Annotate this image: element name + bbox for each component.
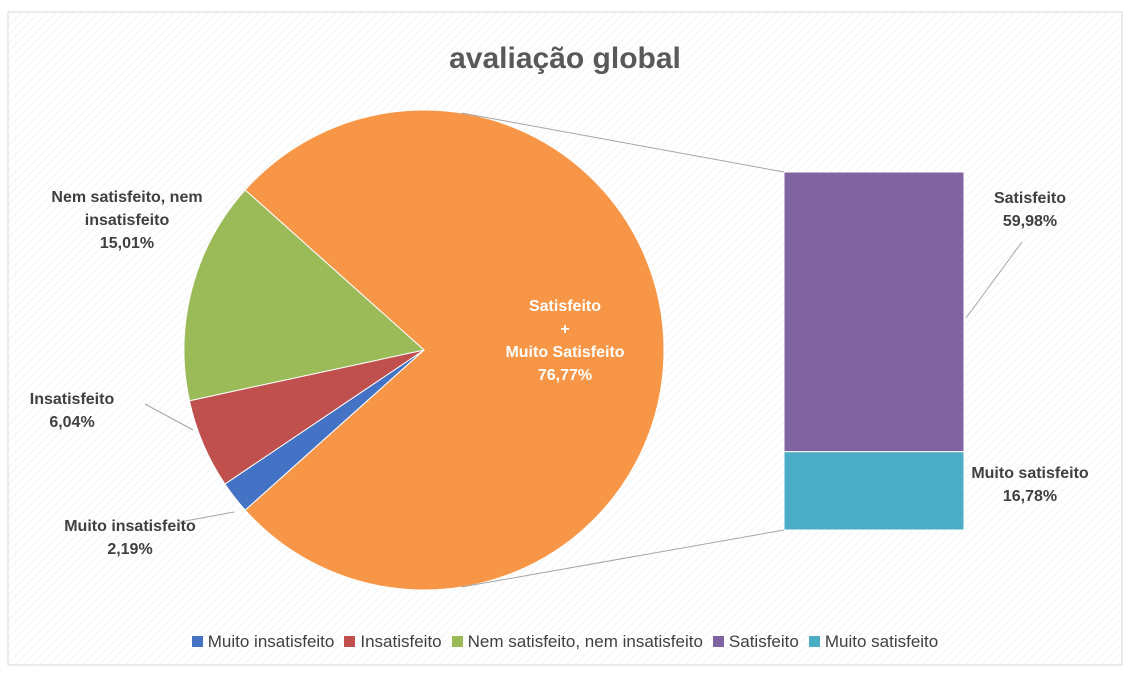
bar-segment [783, 451, 965, 531]
label-name: Muito insatisfeito [64, 518, 196, 535]
legend-swatch [191, 636, 203, 647]
label-line: + [560, 321, 570, 338]
legend-swatch [451, 636, 463, 647]
data-label: Satisfeito + Muito Satisfeito 76,77% [465, 295, 665, 387]
legend-label: Satisfeito [728, 632, 799, 651]
chart-title: avaliação global [449, 42, 681, 75]
label-value: 16,78% [1002, 488, 1058, 505]
label-name: Satisfeito [993, 190, 1066, 207]
legend-label: Muito insatisfeito [207, 632, 335, 651]
data-label: Insatisfeito 6,04% [0, 388, 177, 434]
bar-segment [783, 171, 965, 453]
legend-swatch [712, 636, 724, 647]
legend-swatch [344, 636, 356, 647]
legend-label: Nem satisfeito, nem insatisfeito [467, 632, 703, 651]
leader-line [965, 241, 1023, 319]
pie-slice [244, 109, 665, 591]
legend-label: Insatisfeito [360, 632, 442, 651]
label-name: Insatisfeito [29, 391, 115, 408]
legend-item: Satisfeito [712, 632, 799, 651]
label-line: Muito Satisfeito [505, 344, 625, 361]
label-line: Satisfeito [528, 298, 601, 315]
label-value: 59,98% [1002, 213, 1058, 230]
label-value: 6,04% [49, 414, 95, 431]
data-label: Satisfeito 59,98% [945, 187, 1115, 233]
label-value: 2,19% [107, 541, 153, 558]
legend-label: Muito satisfeito [824, 632, 939, 651]
leader-line [179, 511, 235, 523]
legend-item: Muito satisfeito [808, 632, 939, 651]
label-value: 76,77% [537, 367, 593, 384]
leader-line [144, 403, 194, 431]
legend-item: Insatisfeito [344, 632, 442, 651]
connector-line [461, 529, 785, 588]
legend-item: Muito insatisfeito [191, 632, 335, 651]
data-label: Muito insatisfeito 2,19% [25, 515, 235, 561]
data-label: Nem satisfeito, nem insatisfeito 15,01% [22, 186, 232, 255]
legend-swatch [808, 636, 820, 647]
label-name: Nem satisfeito, nem insatisfeito [51, 189, 203, 229]
data-label: Muito satisfeito 16,78% [945, 462, 1115, 508]
label-name: Muito satisfeito [971, 465, 1089, 482]
label-value: 15,01% [99, 235, 155, 252]
legend-item: Nem satisfeito, nem insatisfeito [451, 632, 703, 651]
pie-slice [183, 189, 426, 402]
legend: Muito insatisfeito Insatisfeito Nem satisf… [0, 632, 1130, 652]
connector-line [461, 112, 785, 173]
